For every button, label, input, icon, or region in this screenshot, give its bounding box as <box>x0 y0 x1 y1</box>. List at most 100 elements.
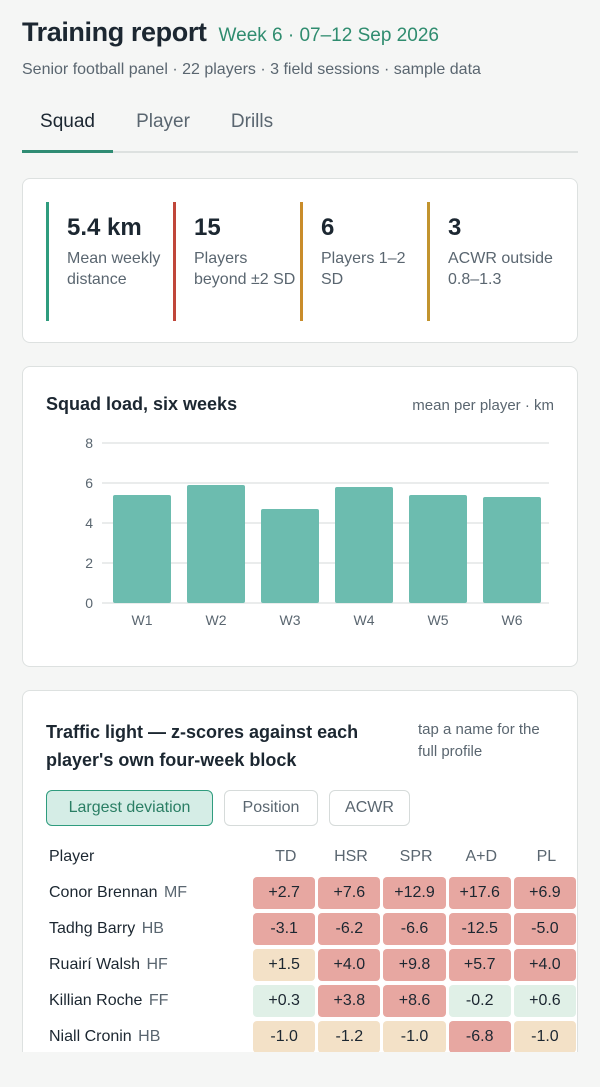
player-position: HB <box>138 1028 161 1045</box>
kpi-label: Mean weekly distance <box>67 250 161 288</box>
chip-acwr[interactable]: ACWR <box>329 790 410 826</box>
view-tabs: Squad Player Drills <box>22 107 578 153</box>
player-name-link[interactable]: Conor Brennan MF <box>46 884 253 902</box>
chip-position[interactable]: Position <box>224 790 318 826</box>
kpi-card: 5.4 km Mean weekly distance 15 Players b… <box>22 178 578 343</box>
y-tick-label: 8 <box>85 435 93 451</box>
kpi-beyond-2sd: 15 Players beyond ±2 SD <box>173 202 300 321</box>
column-header-hsr: HSR <box>334 848 368 865</box>
kpi-value: 6 <box>321 214 335 241</box>
player-name-link[interactable]: Killian Roche FF <box>46 992 253 1010</box>
page-subtitle: Senior football panel · 22 players · 3 f… <box>22 61 481 78</box>
y-tick-label: 4 <box>85 515 93 531</box>
z-score-cell: +8.6 <box>383 985 446 1017</box>
z-score-cell: +6.9 <box>513 877 576 909</box>
z-score-cell: +4.0 <box>513 949 576 981</box>
tab-squad[interactable]: Squad <box>22 107 113 153</box>
z-score-cell: -0.2 <box>448 985 511 1017</box>
column-header-player: Player <box>49 848 95 865</box>
table-row: Niall Cronin HB -1.0 -1.2 -1.0 -6.8 -1.0 <box>46 1019 579 1055</box>
kpi-value: 15 <box>194 214 221 241</box>
z-score-cell: +12.9 <box>383 877 446 909</box>
report-header: Training report Week 6 · 07–12 Sep 2026 … <box>22 0 578 79</box>
player-position: MF <box>163 884 188 901</box>
z-score-cell: -12.5 <box>448 913 511 945</box>
player-name: Conor Brennan <box>49 884 158 901</box>
kpi-label: Players 1–2 SD <box>321 250 406 288</box>
chip-largest-deviation[interactable]: Largest deviation <box>46 790 213 826</box>
kpi-1-2sd: 6 Players 1–2 SD <box>300 202 427 321</box>
player-position: FF <box>148 992 169 1009</box>
bar-w4[interactable] <box>335 487 393 603</box>
bar-w6[interactable] <box>483 497 541 603</box>
chart-title: Squad load, six weeks <box>46 394 238 414</box>
z-score-cell: -6.2 <box>318 913 381 945</box>
tab-player[interactable]: Player <box>136 111 190 132</box>
player-name: Killian Roche <box>49 992 143 1009</box>
z-score-cell: +4.0 <box>318 949 381 981</box>
x-tick-label: W3 <box>280 612 301 628</box>
z-score-cell: +0.3 <box>253 985 316 1017</box>
z-score-cell: -6.6 <box>383 913 446 945</box>
z-score-cell: +9.8 <box>383 949 446 981</box>
traffic-light-table: Player TD HSR SPR A+D PL Conor Brennan M… <box>46 839 579 1055</box>
column-header-ad: A+D <box>465 848 498 865</box>
z-score-cell: +3.8 <box>318 985 381 1017</box>
x-tick-label: W2 <box>206 612 227 628</box>
player-name-link[interactable]: Ruairí Walsh HF <box>46 956 253 974</box>
sort-chips: Largest deviation Position ACWR <box>23 774 577 826</box>
player-name: Niall Cronin <box>49 1028 132 1045</box>
table-row: Ruairí Walsh HF +1.5 +4.0 +9.8 +5.7 +4.0 <box>46 947 579 983</box>
bar-w3[interactable] <box>261 509 319 603</box>
player-name-link[interactable]: Niall Cronin HB <box>46 1028 253 1046</box>
column-header-spr: SPR <box>399 848 433 865</box>
x-tick-label: W1 <box>132 612 153 628</box>
z-score-cell: +17.6 <box>448 877 511 909</box>
x-tick-label: W4 <box>354 612 375 628</box>
x-tick-label: W6 <box>502 612 523 628</box>
traffic-light-title: Traffic light — z-scores against each pl… <box>46 722 359 770</box>
bar-w5[interactable] <box>409 495 467 603</box>
z-score-cell: -1.2 <box>318 1021 381 1053</box>
chart-unit-note: mean per player · km <box>412 397 554 414</box>
kpi-value: 3 <box>448 214 462 241</box>
kpi-value: 5.4 km <box>67 214 142 241</box>
z-score-cell: +7.6 <box>318 877 381 909</box>
table-row: Conor Brennan MF +2.7 +7.6 +12.9 +17.6 +6.9 <box>46 875 579 911</box>
player-name: Ruairí Walsh <box>49 956 140 973</box>
table-row: Killian Roche FF +0.3 +3.8 +8.6 -0.2 +0.6 <box>46 983 579 1019</box>
kpi-acwr-outside: 3 ACWR outside 0.8–1.3 <box>427 202 554 321</box>
x-tick-label: W5 <box>428 612 449 628</box>
z-score-cell: -3.1 <box>253 913 316 945</box>
z-score-cell: -6.8 <box>448 1021 511 1053</box>
bar-w1[interactable] <box>113 495 171 603</box>
y-tick-label: 0 <box>85 595 93 611</box>
table-row: Tadhg Barry HB -3.1 -6.2 -6.6 -12.5 -5.0 <box>46 911 579 947</box>
squad-load-card: 0 2 4 6 8 W1 W2 W3 W4 W5 W6 Squad load, six weeks … <box>22 366 578 667</box>
bar-w2[interactable] <box>187 485 245 603</box>
tab-drills[interactable]: Drills <box>230 111 274 132</box>
squad-load-chart: 0 2 4 6 8 W1 W2 W3 W4 W5 W6 <box>85 435 549 628</box>
z-score-cell: -5.0 <box>513 913 576 945</box>
z-score-cell: +1.5 <box>253 949 316 981</box>
column-header-td: TD <box>275 848 297 865</box>
player-position: HB <box>141 920 164 937</box>
column-header-pl: PL <box>536 848 557 865</box>
player-name: Tadhg Barry <box>49 920 136 937</box>
z-score-cell: -1.0 <box>253 1021 316 1053</box>
page-title: Training report <box>22 17 207 47</box>
y-tick-label: 6 <box>85 475 93 491</box>
table-header-row: Player TD HSR SPR A+D PL <box>46 839 579 875</box>
y-tick-label: 2 <box>85 555 93 571</box>
bottom-overflow-edge <box>0 1052 600 1087</box>
kpi-label: ACWR outside 0.8–1.3 <box>448 250 553 288</box>
week-range: Week 6 · 07–12 Sep 2026 <box>218 25 439 46</box>
z-score-cell: +2.7 <box>253 877 316 909</box>
kpi-label: Players beyond ±2 SD <box>194 250 296 288</box>
kpi-mean-distance: 5.4 km Mean weekly distance <box>46 202 173 321</box>
player-name-link[interactable]: Tadhg Barry HB <box>46 920 253 938</box>
player-position: HF <box>146 956 168 973</box>
traffic-light-hint: tap a name for the full profile <box>418 721 540 760</box>
z-score-cell: -1.0 <box>383 1021 446 1053</box>
z-score-cell: +0.6 <box>513 985 576 1017</box>
